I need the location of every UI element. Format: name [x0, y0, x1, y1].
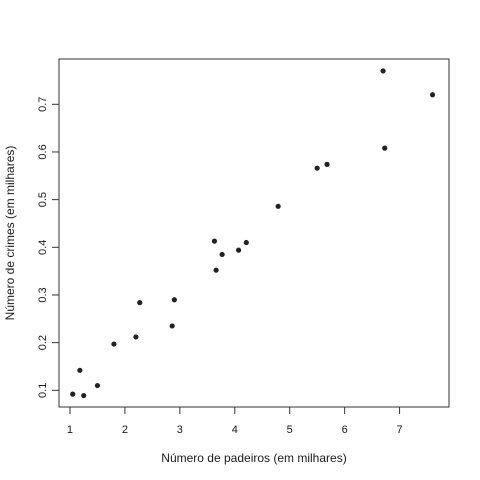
data-point [111, 341, 117, 347]
data-point [169, 323, 175, 329]
x-tick-label: 6 [342, 424, 348, 436]
x-tick-label: 5 [287, 424, 293, 436]
data-point [94, 382, 101, 389]
data-point [211, 238, 218, 244]
y-tick-label: 0.7 [37, 97, 49, 112]
data-point [243, 239, 249, 246]
data-point [429, 92, 436, 98]
y-tick-label: 0.5 [37, 192, 49, 207]
data-point [219, 251, 225, 258]
data-point [382, 145, 388, 151]
x-tick-label: 7 [397, 424, 403, 436]
x-axis-title: Número de padeiros (em milhares) [161, 451, 346, 465]
data-point [275, 203, 281, 209]
data-point [324, 161, 330, 167]
data-point [77, 367, 83, 373]
y-axis-title: Número de crimes (em milhares) [3, 146, 17, 321]
data-point [314, 165, 320, 171]
data-point [171, 297, 177, 303]
x-tick-label: 1 [67, 424, 73, 436]
data-point [133, 334, 139, 340]
y-axis: 0.1 0.2 0.3 0.4 0.5 0.6 0.7 [37, 97, 60, 398]
y-tick-label: 0.6 [37, 144, 49, 159]
x-axis: 1 2 3 4 5 6 7 [67, 406, 403, 436]
y-tick-label: 0.1 [37, 383, 49, 398]
x-tick-label: 3 [177, 424, 183, 436]
data-points [70, 68, 436, 399]
data-point [137, 300, 143, 306]
y-tick-label: 0.3 [37, 287, 49, 302]
x-tick-label: 4 [232, 424, 238, 436]
y-tick-label: 0.2 [37, 335, 49, 350]
plot-frame [58, 58, 450, 408]
data-point [236, 247, 242, 253]
y-tick-label: 0.4 [37, 240, 49, 255]
x-tick-label: 2 [122, 424, 128, 436]
data-point [213, 267, 219, 273]
data-point [81, 392, 87, 399]
data-point [380, 68, 386, 74]
data-point [70, 391, 76, 397]
